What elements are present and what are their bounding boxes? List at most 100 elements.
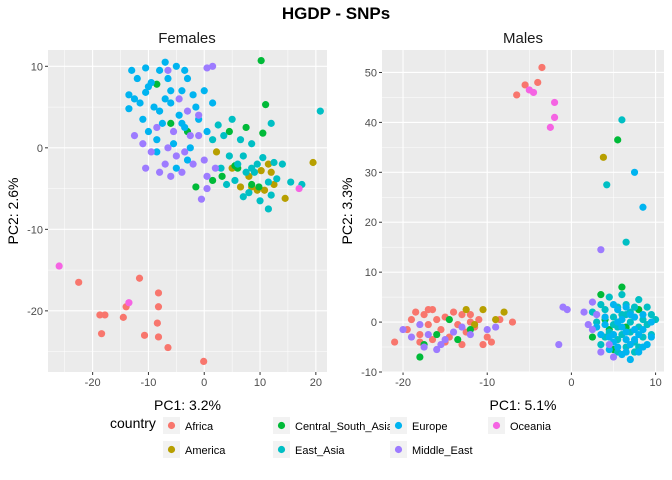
data-point-east_asia xyxy=(267,119,275,127)
legend-label: East_Asia xyxy=(295,445,345,457)
data-point-central_south_asia xyxy=(262,101,270,109)
data-point-europe xyxy=(622,335,630,344)
data-point-middle_east xyxy=(407,333,416,341)
data-point-east_asia xyxy=(316,107,324,115)
data-point-east_asia xyxy=(245,189,253,197)
points-layer xyxy=(391,63,660,364)
data-point-middle_east xyxy=(130,131,139,140)
data-point-europe xyxy=(622,328,630,336)
data-point-middle_east xyxy=(597,348,605,356)
x-tick-label: 0 xyxy=(201,377,207,389)
data-point-central_south_asia xyxy=(614,136,622,144)
data-point-america xyxy=(309,158,317,167)
data-point-middle_east xyxy=(169,127,178,136)
data-point-africa xyxy=(407,315,416,324)
data-point-africa xyxy=(513,91,521,99)
data-point-africa xyxy=(119,313,127,321)
y-tick-label: 30 xyxy=(365,167,377,179)
data-point-america xyxy=(492,315,500,324)
data-point-europe xyxy=(601,320,609,329)
data-point-central_south_asia xyxy=(218,172,226,180)
panels-layer: Females -20 -10 0 10 20 -20 -10 0 10 PC1: 3.2% PC2:… xyxy=(5,30,664,413)
data-point-europe xyxy=(139,115,147,123)
data-point-central_south_asia xyxy=(618,283,626,291)
data-point-oceania xyxy=(55,262,63,270)
data-point-east_asia xyxy=(248,140,256,148)
data-point-europe xyxy=(630,168,639,176)
x-tick-label: -20 xyxy=(85,377,101,389)
points-layer xyxy=(55,56,324,366)
data-point-africa xyxy=(153,319,161,327)
data-point-america xyxy=(236,183,245,191)
data-point-africa xyxy=(475,315,483,324)
data-point-africa xyxy=(424,305,432,314)
data-point-middle_east xyxy=(458,323,466,331)
data-point-america xyxy=(260,186,269,194)
data-point-europe xyxy=(647,333,655,341)
data-point-europe xyxy=(626,355,634,364)
data-point-europe xyxy=(609,330,618,339)
x-tick-label: 10 xyxy=(254,377,266,389)
data-point-europe xyxy=(167,87,175,95)
data-point-europe xyxy=(167,99,175,107)
panel-males: Males -20 -10 0 10 -10 0 10 20 30 40 50 PC1: 5.1% PC2… xyxy=(339,30,664,413)
data-point-east_asia xyxy=(217,164,225,172)
x-tick-label: 0 xyxy=(568,377,574,389)
data-point-east_asia xyxy=(256,197,264,205)
data-point-europe xyxy=(130,95,139,103)
data-point-east_asia xyxy=(242,168,250,176)
legend-key-america xyxy=(167,445,176,454)
x-axis-label: PC1: 5.1% xyxy=(490,397,557,413)
data-point-middle_east xyxy=(161,160,169,168)
data-point-middle_east xyxy=(437,340,445,349)
data-point-africa xyxy=(479,340,487,349)
legend-label: America xyxy=(185,445,226,457)
data-point-middle_east xyxy=(195,131,203,140)
legend-key-middle_east xyxy=(394,445,403,454)
data-point-america xyxy=(264,160,273,168)
data-point-east_asia xyxy=(234,160,242,168)
data-point-africa xyxy=(428,335,437,344)
chart-title: HGDP - SNPs xyxy=(282,4,390,23)
data-point-africa xyxy=(96,311,104,319)
data-point-africa xyxy=(449,308,458,316)
y-tick-label: -10 xyxy=(361,367,377,379)
data-point-europe xyxy=(630,325,639,334)
data-point-east_asia xyxy=(259,154,267,162)
data-point-east_asia xyxy=(264,205,273,213)
data-point-africa xyxy=(521,81,529,89)
data-point-east_asia xyxy=(278,160,286,168)
data-point-oceania xyxy=(125,299,133,307)
data-point-africa xyxy=(424,320,432,329)
data-point-middle_east xyxy=(492,323,500,331)
data-point-africa xyxy=(154,289,163,297)
data-point-africa xyxy=(135,274,144,282)
x-tick-label: 10 xyxy=(649,377,661,389)
data-point-middle_east xyxy=(584,320,592,329)
data-point-europe xyxy=(605,345,613,354)
data-point-europe xyxy=(158,119,166,127)
data-point-east_asia xyxy=(220,131,228,140)
data-point-central_south_asia xyxy=(597,291,605,299)
data-point-europe xyxy=(133,74,141,83)
legend-label: Europe xyxy=(412,421,447,433)
data-point-europe xyxy=(136,99,144,107)
data-point-africa xyxy=(75,278,83,286)
data-point-africa xyxy=(534,78,542,87)
data-point-east_asia xyxy=(236,136,245,144)
data-point-africa xyxy=(412,308,420,316)
data-point-europe xyxy=(189,91,197,99)
data-point-europe xyxy=(142,88,150,96)
data-point-middle_east xyxy=(580,308,588,316)
data-point-africa xyxy=(466,310,474,319)
data-point-east_asia xyxy=(630,303,639,311)
data-point-europe xyxy=(128,66,136,74)
y-axis-label: PC2: 3.3% xyxy=(339,178,355,245)
data-point-america xyxy=(470,320,479,329)
data-point-europe xyxy=(614,343,622,351)
data-point-europe xyxy=(639,325,647,334)
data-point-europe xyxy=(183,74,192,83)
data-point-middle_east xyxy=(449,328,458,336)
data-point-africa xyxy=(487,338,496,346)
data-point-east_asia xyxy=(618,291,626,299)
